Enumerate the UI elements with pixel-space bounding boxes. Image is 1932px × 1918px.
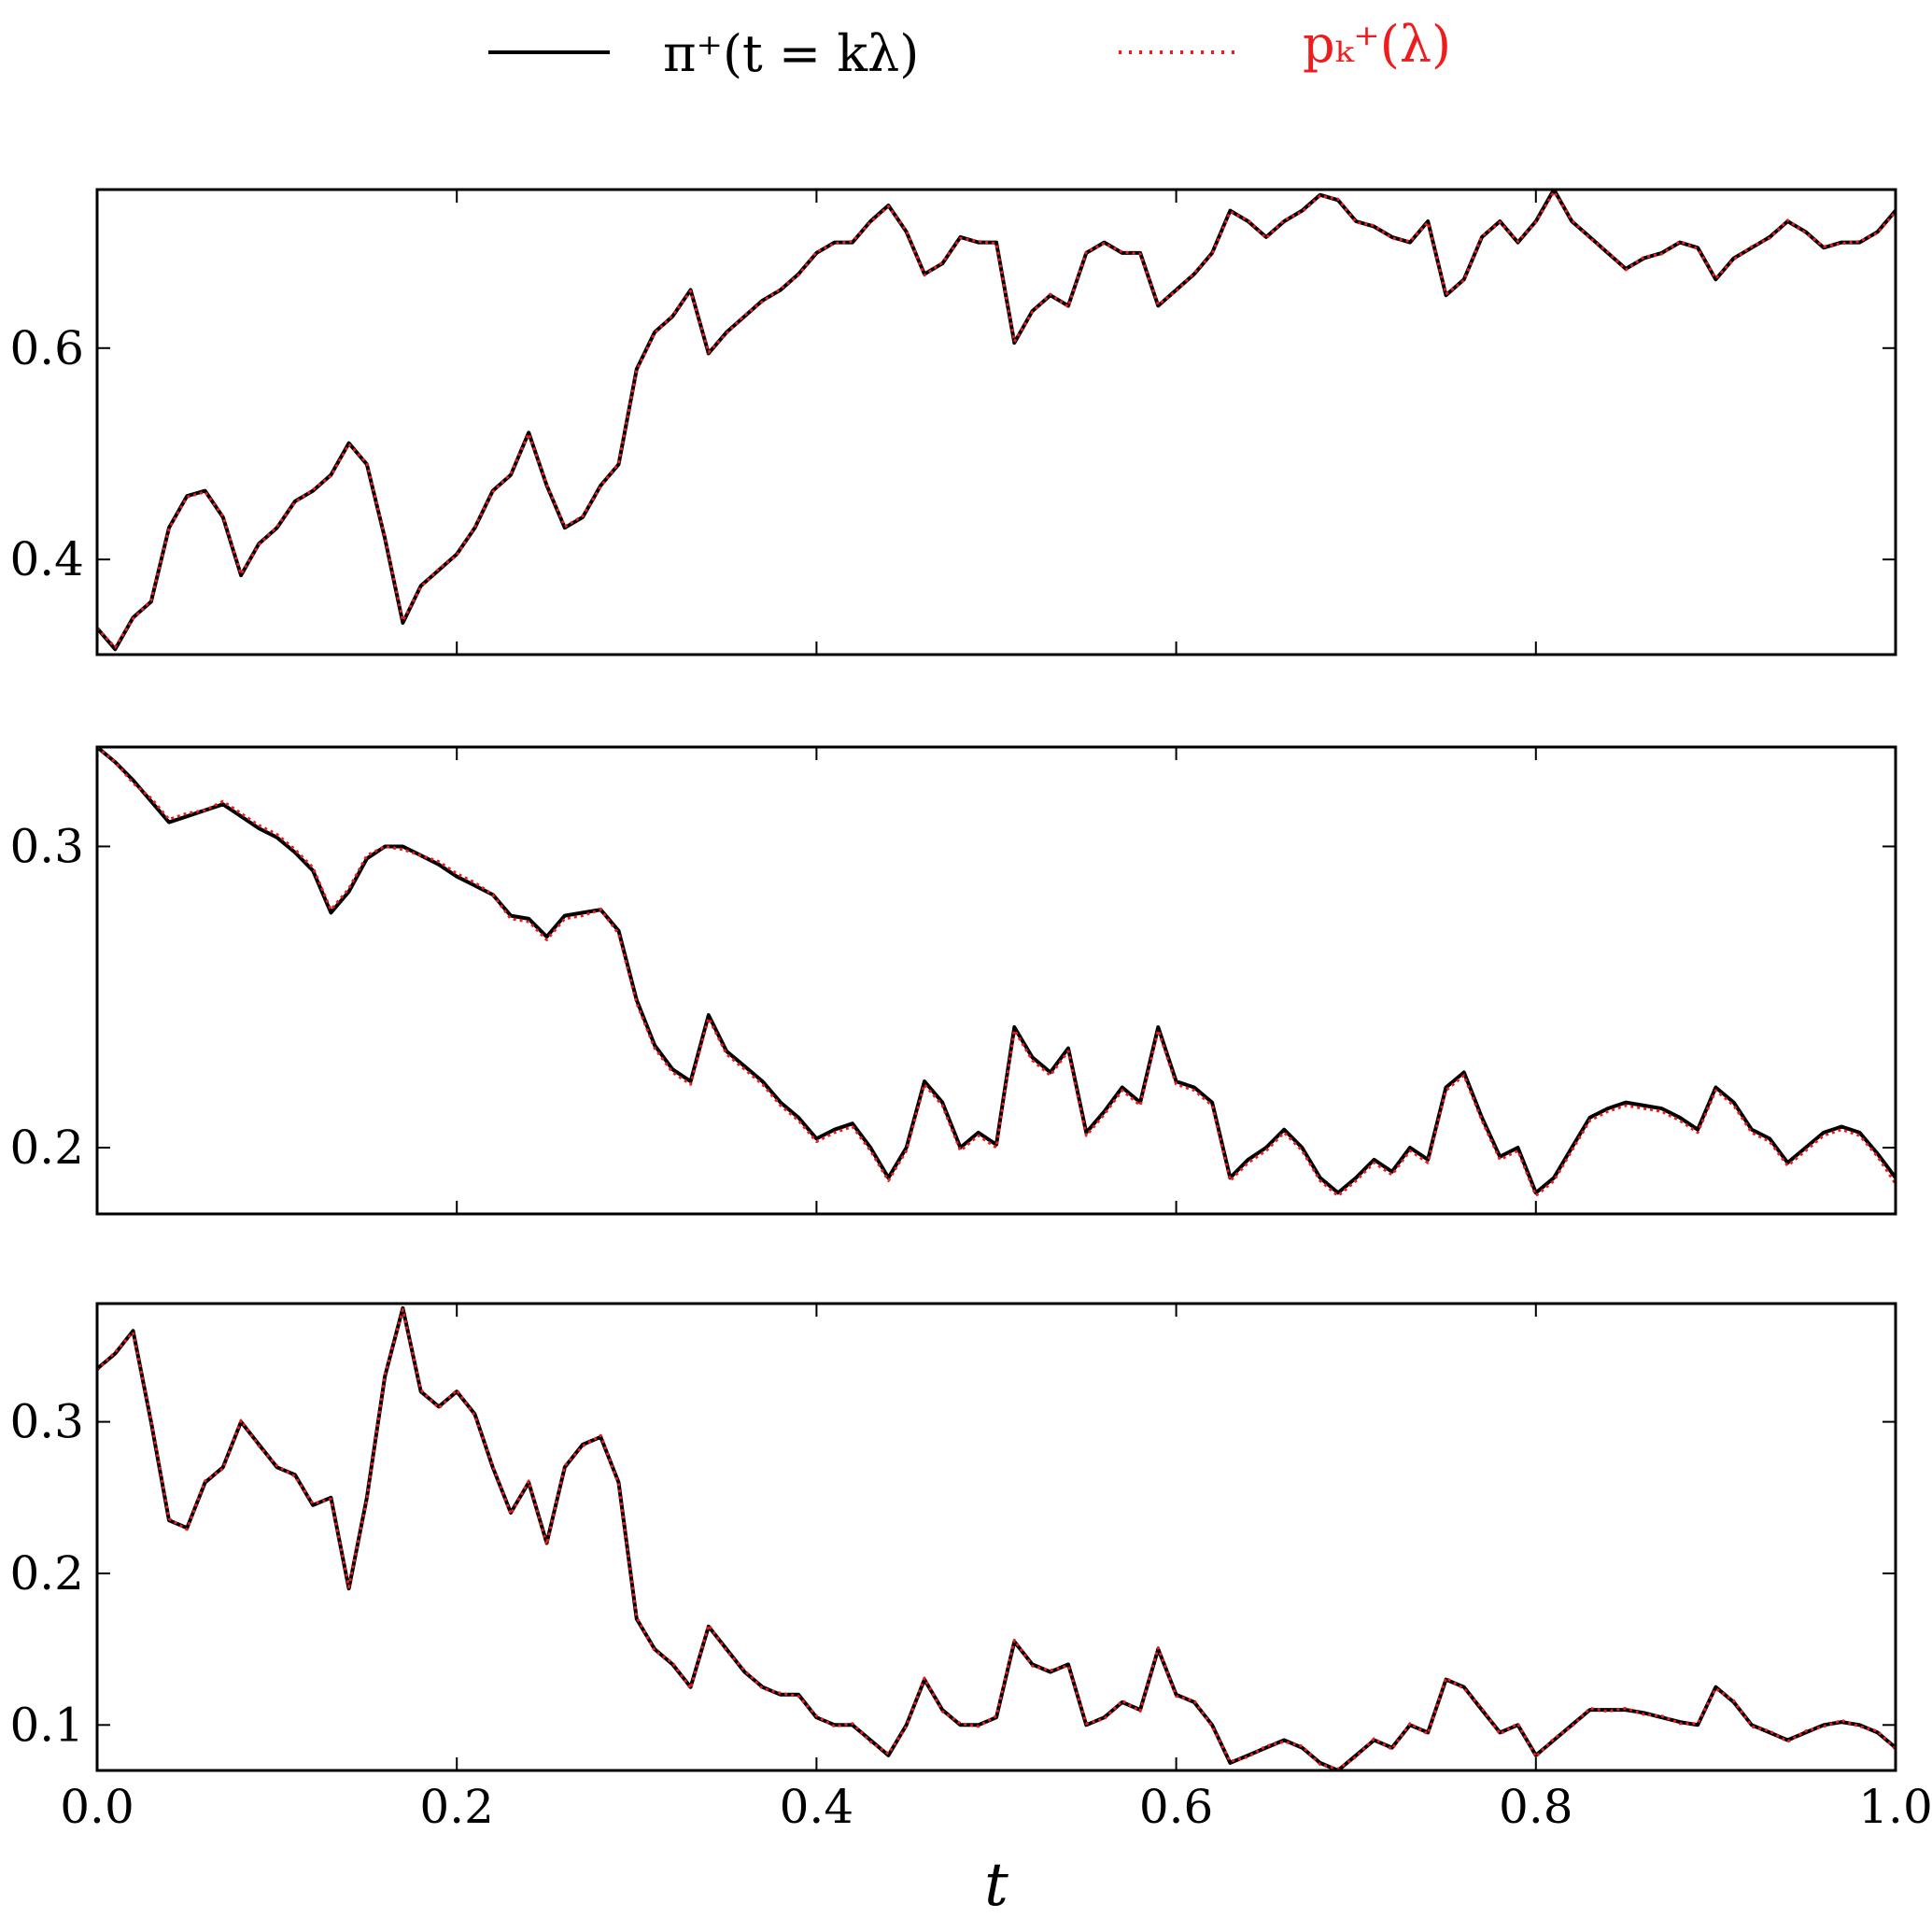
x-tick-label-0.8: 0.8 [1499,1780,1573,1834]
legend-label-p: pₖ⁺(λ) [1303,15,1451,74]
y-tick-label-0.4-panel-1: 0.4 [9,532,84,586]
legend-label-pi: π⁺(t = kλ) [663,24,919,83]
panel-2: 0.2 0.3 [9,745,1897,1216]
x-tick-label-0.6: 0.6 [1139,1780,1214,1834]
panels: 0.4 0.6 0.2 0.3 0.0 0.2 0.4 0.6 0.8 1.0 0.1 0.2 0.3 [9,188,1932,1834]
panel-1: 0.4 0.6 [9,188,1897,656]
y-tick-label-0.3-panel-2: 0.3 [9,819,84,873]
series-line-p-panel-1 [97,190,1896,649]
y-tick-label-0.1-panel-3: 0.1 [9,1698,84,1752]
x-tick-label-0.4: 0.4 [780,1780,854,1834]
legend: π⁺(t = kλ) pₖ⁺(λ) [488,15,1451,83]
series-line-p-panel-3 [97,1308,1896,1770]
plot-frame-panel-2 [95,745,1897,1216]
y-tick-label-0.2-panel-3: 0.2 [9,1546,84,1601]
plot-frame-panel-3 [95,1302,1897,1772]
y-tick-label-0.2-panel-2: 0.2 [9,1121,84,1175]
series-line-pi-panel-1 [97,190,1896,652]
x-tick-label-0.0: 0.0 [60,1780,134,1834]
y-tick-label-0.6-panel-1: 0.6 [9,321,84,375]
series-line-pi-panel-3 [97,1305,1896,1770]
x-tick-label-0.2: 0.2 [419,1780,494,1834]
x-axis-label: t [984,1851,1008,1918]
series-line-pi-panel-2 [97,747,1896,1195]
x-tick-label-1.0: 1.0 [1858,1780,1932,1834]
y-tick-label-0.3-panel-3: 0.3 [9,1395,84,1449]
panel-3: 0.0 0.2 0.4 0.6 0.8 1.0 0.1 0.2 0.3 [9,1302,1932,1834]
series-line-p-panel-2 [97,747,1896,1198]
plot-frame-panel-1 [95,188,1897,656]
